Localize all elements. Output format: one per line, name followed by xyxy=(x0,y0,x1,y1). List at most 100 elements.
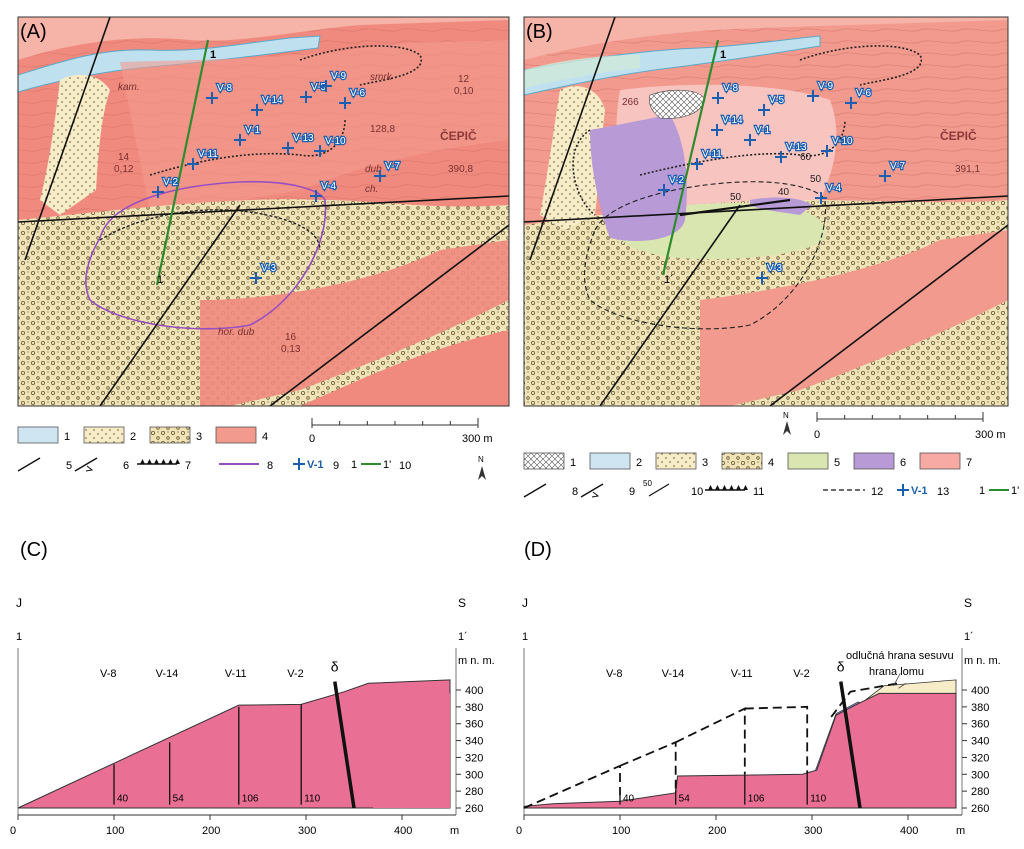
legend-item: 1 xyxy=(17,426,70,444)
y-tick-label: 380 xyxy=(465,702,483,714)
legend-swatch xyxy=(721,452,763,470)
map-label-f14: 14 xyxy=(118,152,130,163)
x-tick-label: 400 xyxy=(900,825,918,837)
arrow-icon xyxy=(85,465,94,472)
map-label-f12: 12 xyxy=(458,74,470,85)
legend-number: 13 xyxy=(937,486,949,498)
original-surface-dashed xyxy=(523,682,899,809)
legend-item: 9 xyxy=(580,483,635,498)
legend-number: 9 xyxy=(333,460,339,472)
legend-item: 8 xyxy=(219,460,273,472)
scarp-teeth-icon xyxy=(175,459,180,464)
legend-item: 1 xyxy=(523,452,576,470)
cross-section-c: J S 1 1´ m n. m. 0 100 200 300 400 m 400 380 360 340 32… xyxy=(10,596,495,837)
well-marker: V-13 xyxy=(775,141,808,163)
well-label: V-6 xyxy=(856,88,871,99)
y-tick-label: 300 xyxy=(971,769,989,781)
legend-number: 2 xyxy=(636,457,642,469)
svg-text:V-1: V-1 xyxy=(307,459,324,471)
x-unit: m xyxy=(956,825,965,837)
section-end-j: J xyxy=(522,596,528,610)
north-arrow-a: N xyxy=(478,455,486,480)
y-tick-label: 300 xyxy=(465,769,483,781)
well-cross-icon xyxy=(152,186,164,198)
well-cross-icon xyxy=(314,145,326,157)
scale-zero-a: 0 xyxy=(309,433,315,445)
well-marker: V-11 xyxy=(691,148,724,170)
legend-number: 4 xyxy=(262,431,268,443)
well-cross-icon xyxy=(300,91,312,103)
legend-number: 2 xyxy=(130,431,136,443)
legend-item: 4 xyxy=(721,452,774,470)
well-marker: V-8 xyxy=(712,82,740,104)
legend-item: 7 xyxy=(919,452,972,470)
section-well-name: V-14 xyxy=(662,668,685,680)
section-well-depth: 106 xyxy=(748,793,765,804)
section-well-name: V-11 xyxy=(731,668,753,680)
well-marker: V-9 xyxy=(320,70,348,92)
well-cross-icon xyxy=(845,97,857,109)
section-well-depth: 54 xyxy=(173,793,185,804)
legend-number: 8 xyxy=(572,486,578,498)
x-tick-label: 400 xyxy=(394,825,412,837)
svg-text:1': 1' xyxy=(1011,485,1019,497)
dip-symbol-icon xyxy=(648,483,670,497)
well-marker: V-1 xyxy=(234,124,262,146)
section-well-name: V-2 xyxy=(793,668,810,680)
cross-section-d: J S 1 1´ m n. m. 0 100 200 300 400 m 400 380 360 340 32… xyxy=(516,596,1001,837)
map-label-elev-a: 390,8 xyxy=(448,164,473,175)
legend-number: 5 xyxy=(834,457,840,469)
legend-swatch xyxy=(655,452,697,470)
scarp-teeth-icon xyxy=(743,485,748,490)
section-well: V-14 54 xyxy=(662,668,690,805)
section-well-depth: 110 xyxy=(304,793,320,804)
map-label-elev-c: 266 xyxy=(622,97,639,108)
well-cross-icon xyxy=(712,92,724,104)
fault-delta-label: δ xyxy=(837,658,845,674)
well-cross-icon xyxy=(756,272,768,284)
section-end-b: 1´ xyxy=(664,274,674,286)
well-marker: V-8 xyxy=(206,82,234,104)
well-marker: V-4 xyxy=(310,180,338,202)
x-tick-label: 200 xyxy=(708,825,726,837)
legend-swatch xyxy=(523,452,565,470)
annot-scarp: odlučná hrana sesuvu xyxy=(846,650,954,662)
legend-item: 8 xyxy=(523,483,578,498)
well-marker: V-14 xyxy=(711,114,744,136)
y-unit-label: m n. m. xyxy=(964,655,1001,667)
legend-item: 11'14 xyxy=(979,485,1019,497)
legend-swatch xyxy=(853,452,895,470)
section-well-name: V-8 xyxy=(606,668,623,680)
x-tick-label: 100 xyxy=(106,825,124,837)
well-label: V-13 xyxy=(786,142,807,153)
well-label: V-1 xyxy=(245,125,260,136)
fault-line-icon xyxy=(523,483,547,498)
y-tick-label: 340 xyxy=(465,736,483,748)
map-label-hor-dub: hor. dub xyxy=(218,327,255,338)
well-label: V-14 xyxy=(262,95,283,106)
legend-item: 2 xyxy=(589,452,642,470)
legend-a: 1 2 3 45 6 7 8 V-1 9 1 1' 10 xyxy=(17,426,411,472)
well-label: V-10 xyxy=(832,136,853,147)
well-marker: V-1 xyxy=(744,124,772,146)
y-tick-label: 360 xyxy=(971,719,989,731)
scarp-teeth-icon xyxy=(715,485,720,490)
well-label: V-5 xyxy=(311,82,326,93)
well-marker: V-6 xyxy=(339,87,367,109)
section-well-name: V-14 xyxy=(156,668,179,680)
y-tick-label: 360 xyxy=(465,719,483,731)
well-marker: V-5 xyxy=(300,81,328,103)
well-label: V-8 xyxy=(217,83,232,94)
scarp-teeth-icon xyxy=(736,485,741,490)
x-tick-label: 0 xyxy=(10,825,16,837)
map-label-f16: 16 xyxy=(285,332,297,343)
well-marker: V-9 xyxy=(807,80,835,102)
map-label-ch: ch. xyxy=(365,184,378,195)
scale-max-b: 300 m xyxy=(975,429,1006,441)
well-label: V-3 xyxy=(261,263,276,274)
fault-delta-label: δ xyxy=(331,658,339,674)
well-cross-icon xyxy=(821,145,833,157)
legend-swatch xyxy=(215,426,257,444)
dip-50a: 50 xyxy=(810,174,822,185)
scarp-teeth-icon xyxy=(168,459,173,464)
